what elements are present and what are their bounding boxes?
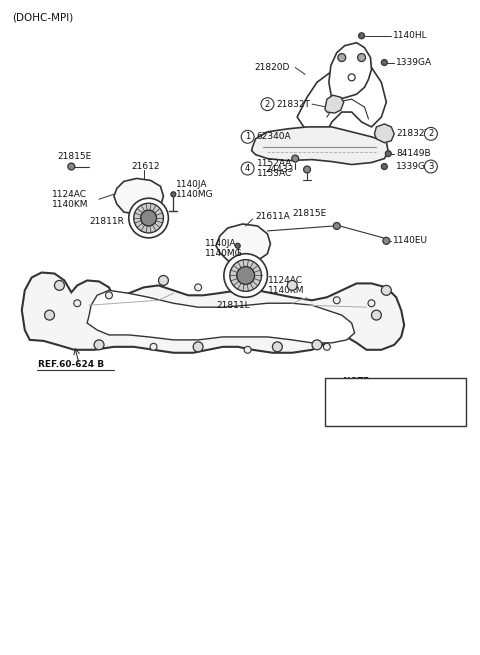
- Circle shape: [424, 128, 437, 140]
- Text: 1152AA: 1152AA: [256, 159, 292, 168]
- Polygon shape: [374, 124, 394, 143]
- Circle shape: [333, 297, 340, 304]
- Circle shape: [304, 166, 311, 173]
- Circle shape: [237, 267, 254, 284]
- Circle shape: [141, 210, 156, 226]
- Circle shape: [338, 54, 346, 62]
- Circle shape: [385, 151, 391, 157]
- Text: 21611A: 21611A: [255, 212, 290, 221]
- Text: 1: 1: [245, 132, 250, 141]
- Text: 21811R: 21811R: [89, 217, 124, 225]
- Text: 1140MG: 1140MG: [205, 249, 243, 258]
- Polygon shape: [325, 95, 344, 113]
- Circle shape: [382, 60, 387, 66]
- Circle shape: [68, 163, 75, 170]
- Circle shape: [292, 155, 299, 162]
- Text: 21612: 21612: [132, 162, 160, 171]
- Circle shape: [382, 164, 387, 170]
- Circle shape: [106, 292, 112, 299]
- Text: 2: 2: [265, 100, 270, 109]
- Text: 3: 3: [428, 162, 433, 171]
- Text: — NOTE —: — NOTE —: [332, 377, 380, 386]
- Text: 21820D: 21820D: [254, 63, 290, 72]
- Text: (DOHC-MPI): (DOHC-MPI): [12, 13, 73, 23]
- Circle shape: [150, 343, 157, 350]
- Text: 1140EU: 1140EU: [393, 236, 428, 246]
- Text: 24433: 24433: [265, 165, 294, 174]
- Text: 1153AC: 1153AC: [256, 169, 292, 178]
- Text: 1140MG: 1140MG: [176, 190, 214, 198]
- Text: 1140JA: 1140JA: [205, 239, 237, 248]
- Circle shape: [372, 310, 382, 320]
- Circle shape: [273, 342, 282, 352]
- Circle shape: [94, 340, 104, 350]
- Circle shape: [382, 286, 391, 295]
- Text: 21815E: 21815E: [58, 152, 92, 161]
- Text: 62340A: 62340A: [256, 132, 291, 141]
- Circle shape: [383, 237, 390, 244]
- Circle shape: [230, 259, 262, 291]
- Text: 1339GA: 1339GA: [396, 162, 432, 171]
- Circle shape: [241, 130, 254, 143]
- Text: 2: 2: [428, 129, 433, 138]
- Text: THE NO. 21830  :①~④: THE NO. 21830 :①~④: [332, 394, 449, 404]
- FancyBboxPatch shape: [325, 377, 466, 426]
- Circle shape: [224, 253, 267, 297]
- Polygon shape: [22, 272, 404, 353]
- Text: 1140HL: 1140HL: [393, 31, 428, 40]
- Text: 1339GA: 1339GA: [396, 58, 432, 67]
- Circle shape: [45, 310, 55, 320]
- Circle shape: [158, 276, 168, 286]
- Circle shape: [193, 342, 203, 352]
- Circle shape: [241, 162, 254, 175]
- Circle shape: [333, 223, 340, 229]
- Text: 84149B: 84149B: [396, 149, 431, 158]
- Polygon shape: [329, 43, 372, 99]
- Circle shape: [195, 284, 202, 291]
- Text: 1140JA: 1140JA: [176, 180, 208, 189]
- Circle shape: [312, 340, 322, 350]
- Text: 21832T: 21832T: [276, 100, 310, 109]
- Polygon shape: [114, 178, 164, 214]
- Text: 1124AC: 1124AC: [51, 190, 86, 198]
- Text: REF.60-624 B: REF.60-624 B: [37, 360, 104, 369]
- Text: 21832T: 21832T: [396, 129, 430, 138]
- Text: 1140KM: 1140KM: [51, 200, 88, 209]
- Circle shape: [171, 192, 176, 196]
- Circle shape: [134, 203, 164, 233]
- Circle shape: [368, 300, 375, 307]
- Circle shape: [359, 33, 364, 39]
- Circle shape: [324, 343, 330, 350]
- Circle shape: [358, 54, 366, 62]
- Circle shape: [235, 243, 240, 248]
- Circle shape: [244, 346, 251, 353]
- Circle shape: [424, 160, 437, 173]
- Circle shape: [129, 198, 168, 238]
- Polygon shape: [87, 290, 355, 343]
- Polygon shape: [252, 127, 388, 164]
- Circle shape: [287, 280, 297, 290]
- Text: 21811L: 21811L: [216, 301, 250, 310]
- Text: 4: 4: [245, 164, 250, 173]
- Circle shape: [74, 300, 81, 307]
- Text: 1140KM: 1140KM: [267, 286, 304, 295]
- Text: 21815E: 21815E: [292, 208, 326, 217]
- Circle shape: [55, 280, 64, 290]
- Polygon shape: [216, 224, 270, 263]
- Text: 1124AC: 1124AC: [267, 276, 302, 285]
- Circle shape: [261, 98, 274, 111]
